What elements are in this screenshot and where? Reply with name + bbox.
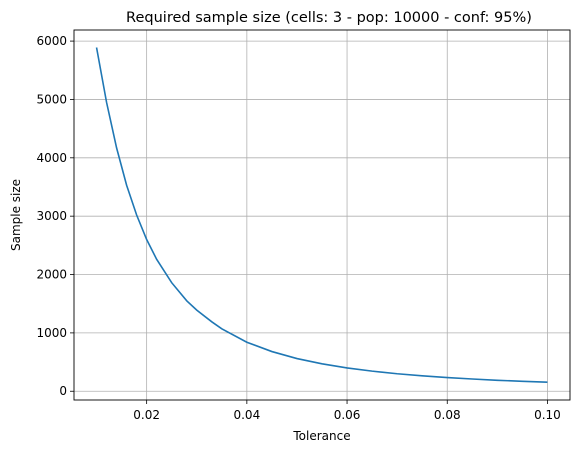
grid [74, 30, 570, 400]
x-tick-label: 0.04 [233, 408, 260, 422]
chart-title: Required sample size (cells: 3 - pop: 10… [126, 10, 532, 26]
y-tick-label: 0 [59, 384, 67, 398]
x-axis-label: Tolerance [292, 429, 350, 443]
y-ticks: 0 1000 2000 3000 4000 5000 6000 [36, 34, 74, 398]
y-tick-label: 6000 [36, 34, 67, 48]
y-tick-label: 3000 [36, 209, 67, 223]
x-tick-label: 0.02 [133, 408, 160, 422]
x-tick-label: 0.08 [434, 408, 461, 422]
plot-frame [73, 29, 571, 401]
x-tick-label: 0.10 [534, 408, 561, 422]
y-axis-label: Sample size [9, 179, 23, 251]
y-tick-label: 5000 [36, 92, 67, 106]
x-tick-label: 0.06 [334, 408, 361, 422]
y-tick-label: 2000 [36, 268, 67, 282]
y-tick-label: 4000 [36, 151, 67, 165]
y-tick-label: 1000 [36, 326, 67, 340]
x-ticks: 0.02 0.04 0.06 0.08 0.10 [133, 400, 561, 422]
series-line [95, 47, 548, 383]
